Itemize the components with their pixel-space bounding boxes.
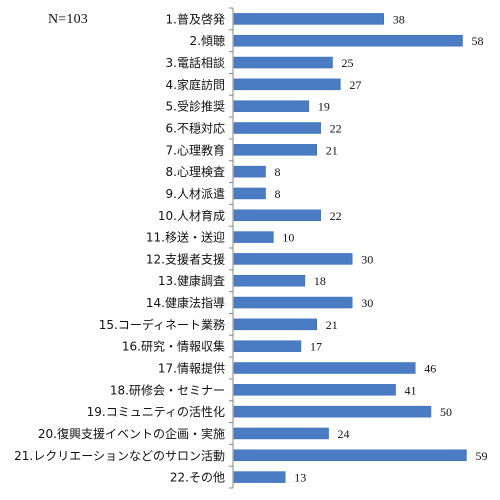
bar [233,362,416,374]
category-label: 10.人材育成 [158,208,225,223]
bar [233,318,317,331]
value-label: 22 [330,122,342,136]
bar [233,384,396,396]
value-label: 58 [472,34,484,48]
category-label: 11.移送・送迎 [146,230,225,245]
bar [233,144,317,156]
value-label: 59 [475,449,487,463]
bar [233,405,432,418]
category-label: 21.レクリエーションなどのサロン活動 [14,449,225,463]
bar [233,209,321,222]
value-label: 13 [294,471,306,485]
category-label: 8.心理検査 [166,165,225,179]
value-label: 21 [326,318,338,332]
category-label: 2.傾聴 [190,34,225,48]
category-label: 5.受診推奨 [166,99,225,114]
value-label: 18 [314,274,326,288]
bar [233,165,266,178]
bar [233,427,329,440]
category-label: 3.電話相談 [166,55,225,70]
category-label: 4.家庭訪問 [166,77,225,92]
category-label: 22.その他 [170,471,225,485]
category-label: 7.心理教育 [166,142,225,157]
bar [233,471,286,483]
category-label: 1.普及啓発 [166,11,225,26]
value-label: 17 [310,340,322,354]
category-label: 15.コーディネート業務 [99,317,225,332]
bar [233,274,306,287]
category-label: 9.人材派遣 [166,186,225,201]
value-label: 8 [275,187,281,201]
bar [233,231,274,243]
bar [233,253,353,265]
bar [233,78,341,91]
bar [233,13,384,25]
category-label: 6.不穏対応 [166,122,225,136]
bar [233,296,353,309]
value-label: 27 [349,78,361,92]
bar [233,449,467,462]
value-label: 21 [326,143,338,157]
bar [233,100,310,112]
value-label: 38 [393,12,405,26]
category-label: 18.研修会・セミナー [110,382,225,397]
category-label: 17.情報提供 [158,361,225,376]
value-label: 19 [318,100,330,114]
value-label: 25 [342,56,354,70]
bar [233,122,321,134]
category-label: 16.研究・情報収集 [122,339,225,354]
value-label: 41 [405,383,417,397]
value-label: 24 [338,427,350,441]
sample-size-label: N=103 [48,12,89,27]
bar [233,187,266,200]
value-label: 50 [440,405,452,419]
value-label: 22 [330,209,342,223]
value-label: 30 [361,296,373,310]
category-label: 14.健康法指導 [146,295,225,310]
bar [233,56,333,69]
bar [233,34,463,47]
value-label: 30 [361,252,373,266]
value-label: 10 [282,231,294,245]
value-label: 8 [275,165,281,179]
value-label: 46 [424,362,436,376]
category-label: 19.コミュニティの活性化 [87,405,225,419]
category-label: 12.支援者支援 [146,252,225,266]
category-label: 20.復興支援イベントの企画・実施 [38,426,225,441]
category-label: 13.健康調査 [158,273,225,288]
bar [233,340,302,352]
